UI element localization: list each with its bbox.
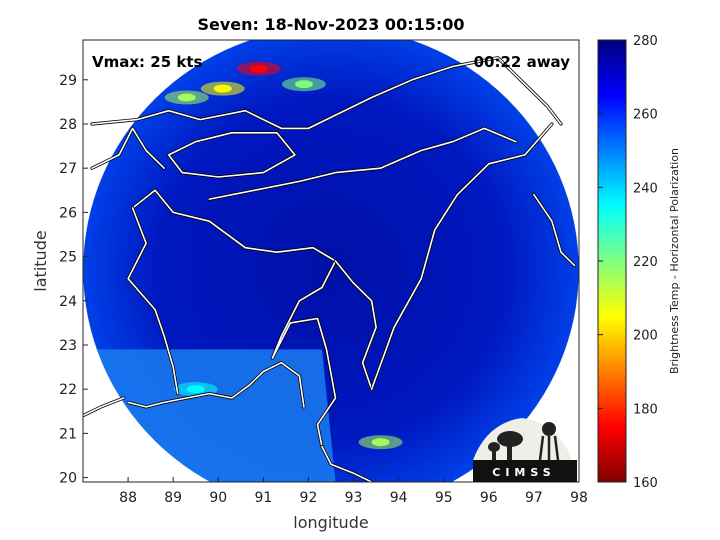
logo-text: CIMSS (492, 466, 555, 479)
cold-cloud-region (281, 77, 326, 92)
cold-cloud-region (236, 61, 281, 76)
y-tick-label: 20 (59, 471, 77, 487)
colorbar-tick-label: 240 (633, 181, 658, 196)
x-tick-label: 95 (435, 490, 453, 506)
coastline (127, 361, 305, 408)
y-axis-label: latitude (31, 230, 50, 291)
time-away-annotation: 00:22 away (474, 53, 571, 71)
coastline (208, 127, 517, 200)
y-tick-label: 29 (59, 73, 77, 89)
y-tick-label: 21 (59, 426, 77, 442)
chart-title: Seven: 18-Nov-2023 00:15:00 (197, 15, 464, 34)
coastline (533, 193, 576, 267)
y-tick-label: 22 (59, 382, 77, 398)
x-tick-label: 91 (254, 490, 272, 506)
coastline (127, 207, 179, 395)
coastline (91, 127, 165, 169)
colorbar-tick-label: 280 (633, 34, 658, 49)
plot-frame (82, 39, 580, 483)
x-tick-label: 89 (164, 490, 182, 506)
plot-area: 88 89 90 91 92 93 94 95 96 97 98 20212223242526272… (59, 39, 588, 506)
cimss-logo: CIMSS (473, 418, 577, 482)
y-tick-label: 24 (59, 294, 77, 310)
x-tick-label: 88 (119, 490, 137, 506)
y-tick-label: 28 (59, 117, 77, 133)
x-axis: 88 89 90 91 92 93 94 95 96 97 98 (119, 477, 588, 506)
coastline (83, 397, 125, 417)
colorbar-tick-label: 160 (633, 476, 658, 491)
colorbar-label: Brightness Temp - Horizontal Polarizatio… (668, 148, 681, 374)
colorbar-tick-label: 200 (633, 329, 658, 344)
x-tick-label: 93 (345, 490, 363, 506)
x-tick-label: 94 (390, 490, 408, 506)
water-tower-icon (542, 422, 556, 436)
satellite-dish-icon (497, 431, 523, 447)
x-tick-label: 96 (480, 490, 498, 506)
coastline (321, 445, 373, 482)
coastline (91, 56, 562, 130)
colorbar-tick-label: 180 (633, 402, 658, 417)
brightness-temp-field (83, 40, 579, 482)
coastline (334, 260, 377, 390)
x-tick-label: 92 (300, 490, 318, 506)
coastline (271, 260, 337, 448)
x-tick-label: 98 (570, 490, 588, 506)
cold-cloud-region (358, 435, 403, 450)
coastline (370, 123, 553, 390)
colorbar-tick-label: 260 (633, 108, 658, 123)
y-axis: 20 21 22 23 24 25 26 27 28 29 (59, 73, 88, 487)
coastlines (83, 56, 577, 482)
y-tick-label: 26 (59, 205, 77, 221)
coastline (167, 132, 296, 178)
y-tick-label: 27 (59, 161, 77, 177)
colorbar: 160 180 200 220 240 260 280 Brightness Temp - … (597, 34, 681, 491)
x-tick-label: 97 (525, 490, 543, 506)
cold-cloud-region (200, 81, 245, 96)
coastline (131, 189, 337, 262)
colorbar-ticks: 160 180 200 220 240 260 280 (598, 34, 658, 491)
cold-cloud-region (164, 90, 209, 105)
x-axis-label: longitude (293, 513, 368, 532)
colorbar-tick-label: 220 (633, 255, 658, 270)
y-tick-label: 25 (59, 250, 77, 266)
vmax-annotation: Vmax: 25 kts (92, 53, 202, 71)
x-tick-label: 90 (209, 490, 227, 506)
y-tick-label: 23 (59, 338, 77, 354)
